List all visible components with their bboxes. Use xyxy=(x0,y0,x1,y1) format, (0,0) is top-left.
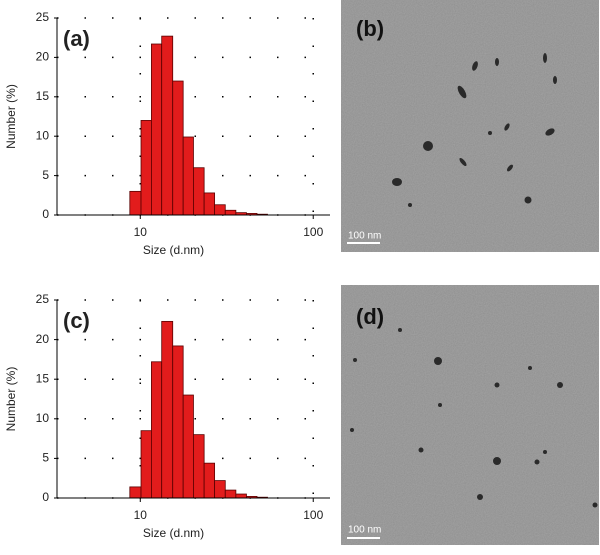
x-tick-label: 10 xyxy=(134,225,148,239)
x-tick-label: 10 xyxy=(134,508,148,522)
bar xyxy=(140,120,152,216)
bar xyxy=(129,486,142,499)
x-axis-label: Size (d.nm) xyxy=(143,243,204,257)
bar xyxy=(140,430,152,499)
y-tick-label: 20 xyxy=(36,332,50,346)
bar xyxy=(151,361,163,499)
panel-label: (a) xyxy=(63,26,90,51)
y-axis-label: Number (%) xyxy=(4,367,18,432)
bar xyxy=(182,394,194,499)
bar xyxy=(161,320,174,499)
panel-label: (c) xyxy=(63,308,90,333)
bar xyxy=(224,489,237,499)
bar xyxy=(203,192,216,216)
y-axis-label: Number (%) xyxy=(4,84,18,149)
y-tick-label: 0 xyxy=(42,490,49,504)
x-axis-label: Size (d.nm) xyxy=(143,526,204,540)
y-tick-label: 15 xyxy=(36,89,50,103)
bar xyxy=(193,434,205,499)
bar xyxy=(235,493,247,499)
y-tick-label: 5 xyxy=(42,451,49,465)
y-tick-label: 25 xyxy=(36,292,50,306)
bar xyxy=(172,345,184,499)
bar xyxy=(193,167,205,216)
bar xyxy=(161,35,174,216)
bar xyxy=(182,136,194,216)
y-tick-label: 15 xyxy=(36,371,50,385)
y-tick-label: 5 xyxy=(42,168,49,182)
x-tick-label: 100 xyxy=(303,225,323,239)
bar xyxy=(203,462,216,499)
panel-label: (d) xyxy=(356,304,384,329)
bar xyxy=(214,204,226,216)
y-tick-label: 10 xyxy=(36,411,50,425)
y-tick-label: 0 xyxy=(42,207,49,221)
scale-bar-label: 100 nm xyxy=(348,231,381,242)
tem-image: (b) 100 nm xyxy=(341,0,599,252)
bar xyxy=(151,43,163,216)
bar xyxy=(172,80,184,216)
tem-image: (d) 100 nm xyxy=(341,285,599,545)
bar xyxy=(129,190,142,216)
y-tick-label: 25 xyxy=(36,10,50,24)
bar xyxy=(214,480,226,499)
bar xyxy=(224,209,237,216)
y-tick-label: 10 xyxy=(36,128,50,142)
y-tick-label: 20 xyxy=(36,50,50,64)
scale-bar-label: 100 nm xyxy=(348,525,381,536)
panel-label: (b) xyxy=(356,16,384,41)
x-tick-label: 100 xyxy=(303,508,323,522)
